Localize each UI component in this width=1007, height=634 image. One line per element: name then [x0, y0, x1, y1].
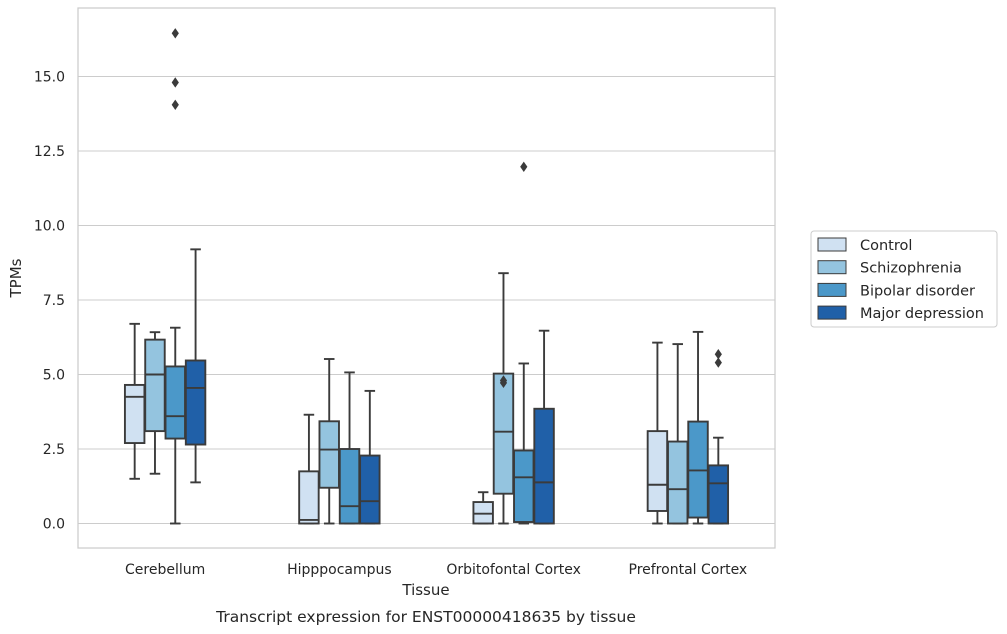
y-tick-label: 10.0: [34, 219, 65, 235]
legend-label: Bipolar disorder: [860, 283, 975, 299]
box-body: [492, 372, 515, 495]
outlier-point: [714, 357, 722, 368]
legend-label: Major depression: [860, 306, 984, 322]
boxes: [123, 28, 730, 525]
x-axis-label: Tissue: [401, 581, 449, 599]
x-tick-label: Cerebellum: [125, 562, 205, 578]
chart-caption: Transcript expression for ENST0000041863…: [215, 608, 636, 626]
box-body: [646, 430, 669, 512]
legend-swatch: [817, 282, 847, 297]
legend-swatch: [817, 260, 847, 275]
legend-label: Schizophrenia: [860, 261, 962, 277]
y-tick-label: 2.5: [43, 442, 65, 458]
y-tick-label: 15.0: [34, 70, 65, 86]
outlier-point: [171, 28, 179, 39]
box-body: [707, 464, 730, 525]
x-tick-label: Hipppocampus: [287, 562, 392, 578]
box-body: [533, 407, 555, 525]
box-bipolar-disorder: [338, 371, 361, 525]
box-body: [164, 365, 186, 440]
box-body: [298, 470, 320, 525]
box-body: [338, 448, 361, 525]
legend-swatch: [817, 305, 847, 320]
box-body: [359, 454, 381, 525]
box-control: [298, 413, 320, 525]
outlier-point: [499, 375, 508, 386]
box-body: [318, 420, 340, 489]
outlier-point: [520, 161, 528, 172]
box-major-depression: [533, 329, 555, 525]
box-schizophrenia: [492, 272, 515, 525]
box-body: [184, 359, 207, 446]
box-body: [667, 440, 689, 525]
y-tick-labels: 0.0 2.5 5.0 7.5 10.0 12.5 15.0: [34, 70, 65, 533]
x-tick-label: Orbitofontal Cortex: [446, 562, 581, 578]
outlier-point: [171, 77, 179, 88]
box-body: [123, 383, 146, 444]
x-tick-labels: Cerebellum Hipppocampus Orbitofontal Corte…: [125, 562, 747, 578]
x-tick-label: Prefrontal Cortex: [629, 562, 748, 578]
plot-frame: [77, 7, 776, 549]
legend-frame: [810, 230, 998, 328]
y-tick-label: 7.5: [43, 293, 65, 309]
outlier-point: [714, 349, 722, 360]
box-control: [123, 322, 146, 480]
legend-label: Control: [860, 238, 912, 254]
y-tick-label: 5.0: [43, 368, 65, 384]
legend-swatch: [817, 237, 847, 252]
y-axis-label: TPMs: [7, 258, 25, 298]
box-major-depression: [184, 248, 207, 484]
legend: Control Schizophrenia Bipolar disorder Majo…: [810, 230, 998, 328]
box-bipolar-disorder: [164, 28, 186, 525]
box-major-depression: [707, 349, 730, 525]
box-control: [472, 491, 494, 525]
outlier-point: [171, 99, 179, 111]
box-bipolar-disorder: [687, 330, 709, 525]
box-bipolar-disorder: [513, 161, 535, 525]
box-body: [144, 338, 166, 433]
box-body: [513, 449, 535, 523]
y-tick-label: 12.5: [34, 144, 65, 160]
box-major-depression: [359, 389, 381, 525]
y-tick-label: 0.0: [43, 517, 65, 533]
